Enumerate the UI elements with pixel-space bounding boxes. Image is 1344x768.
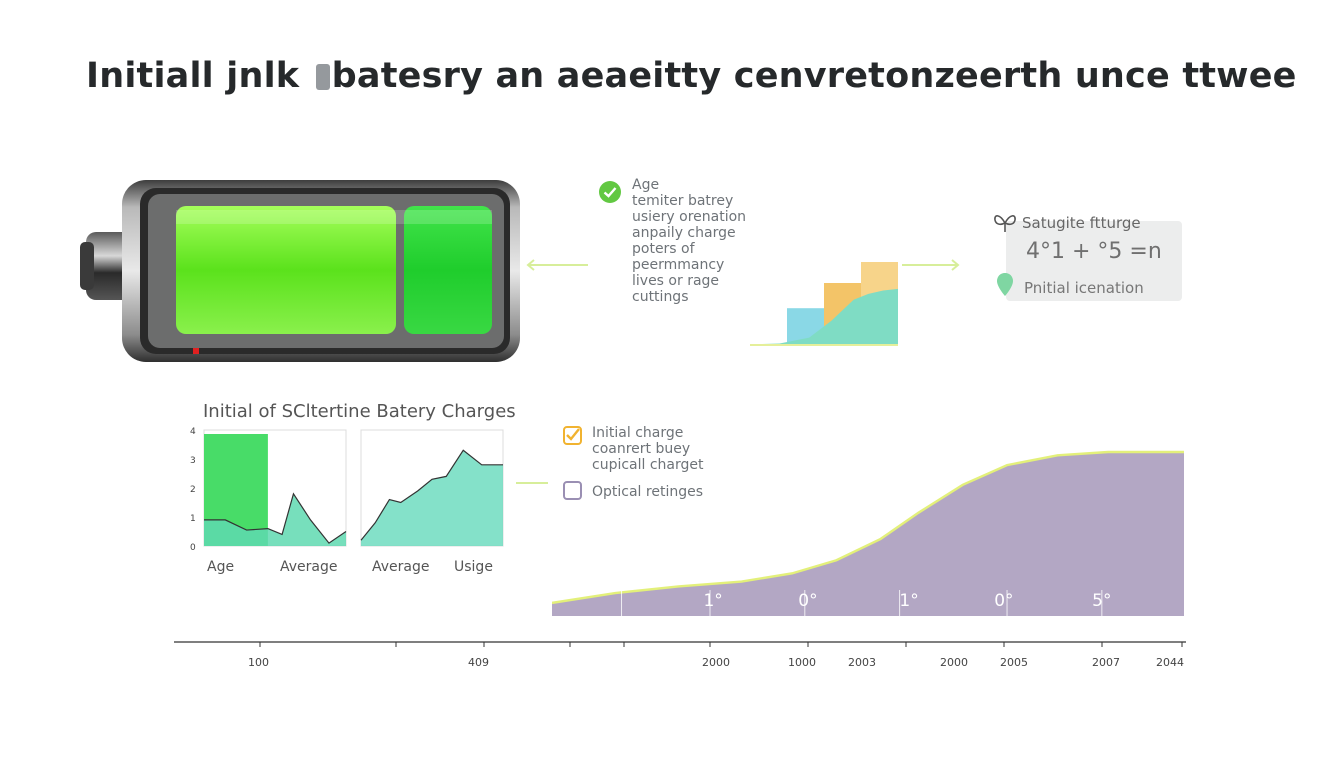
card-value: 4°1 + °5 =n [1026, 239, 1162, 264]
chart-title: Initial of SCltertine Batery Charges [203, 401, 516, 422]
left-chart-label-2: Average [280, 559, 338, 575]
small-step-chart [750, 262, 898, 346]
legend-item-1: Initial charge coanrert buey cupicall ch… [592, 425, 704, 473]
bottom-axis-label: 409 [468, 656, 489, 669]
battery-cell-main [176, 206, 396, 334]
location-pin-icon [997, 273, 1013, 296]
battery-terminal [86, 232, 132, 300]
connector-arrow-left [526, 259, 588, 271]
bottom-axis-label: 100 [248, 656, 269, 669]
left-area-chart: 0 1 2 3 4 [190, 427, 347, 553]
battery-notes: Age temiter batrey usiery orenation anpa… [632, 177, 747, 305]
battery-glyph-icon [315, 64, 330, 90]
left-y-tick: 2 [190, 485, 196, 495]
bottom-axis-label: 2003 [848, 656, 876, 669]
checkbox-checked-icon [563, 426, 582, 445]
card-subtitle: Pnitial icenation [1024, 279, 1144, 297]
battery-illustration [80, 180, 520, 362]
check-circle-icon [599, 181, 621, 203]
info-card [1006, 221, 1182, 301]
small-series-area [750, 288, 898, 346]
battery-cell-secondary [404, 206, 492, 334]
bottom-axis-label: 2005 [1000, 656, 1028, 669]
card-heading: Satugite ftturge [1022, 214, 1141, 232]
right-chart-label-1: Average [372, 559, 430, 575]
bottom-axis-label: 2007 [1092, 656, 1120, 669]
left-y-tick: 0 [190, 543, 196, 553]
large-chart-inner-label: 1° [899, 591, 918, 611]
bottom-axis-label: 2000 [940, 656, 968, 669]
legend-connector [516, 482, 548, 484]
large-area-chart: 1° 0° 1° 0° 5° [552, 450, 1184, 616]
legend-item-2: Optical retinges [592, 484, 704, 500]
bottom-axis-label: 1000 [788, 656, 816, 669]
left-y-tick: 1 [190, 514, 196, 524]
connector-arrow-right [902, 259, 960, 271]
left-y-tick: 3 [190, 456, 196, 466]
left-y-tick: 4 [190, 427, 196, 437]
left-series-area [204, 493, 346, 546]
page-title: Initiall jnlk batesry an aeaeitty cenvre… [86, 56, 1297, 96]
bottom-axis-label: 2000 [702, 656, 730, 669]
left-series-line [204, 492, 347, 544]
large-series-area [552, 452, 1184, 616]
right-area-chart [360, 429, 504, 547]
large-chart-inner-label: 5° [1092, 591, 1111, 611]
large-chart-inner-label: 0° [798, 591, 817, 611]
left-chart-label-1: Age [207, 559, 235, 575]
right-series-area [361, 450, 503, 546]
checkbox-empty-icon [563, 481, 582, 500]
bottom-axis [174, 641, 1186, 647]
right-chart-label-2: Usige [454, 559, 493, 575]
large-chart-inner-label: 1° [703, 591, 722, 611]
right-series-line [360, 449, 503, 541]
large-chart-inner-label: 0° [994, 591, 1013, 611]
large-series-line [552, 450, 1184, 605]
butterfly-icon [994, 215, 1016, 232]
bottom-axis-label: 2044 [1156, 656, 1184, 669]
